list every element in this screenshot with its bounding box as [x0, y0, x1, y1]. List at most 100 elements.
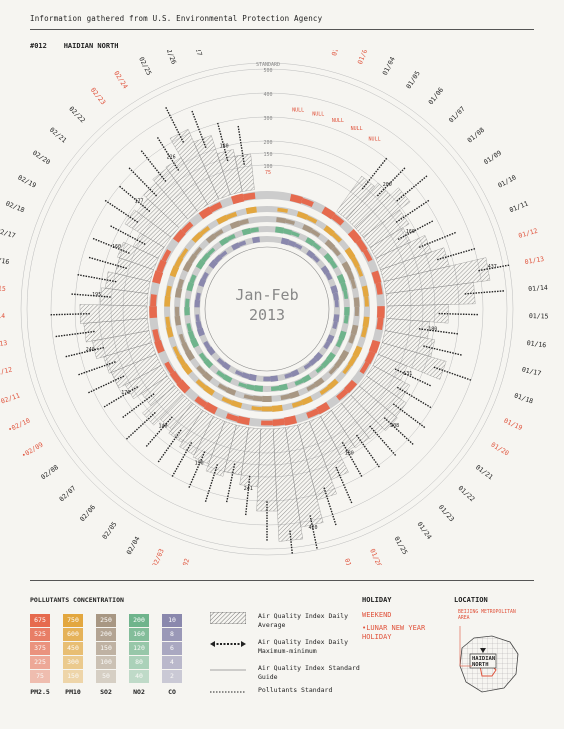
station-heading: #012 HAIDIAN NORTH [30, 42, 119, 50]
station-name: HAIDIAN NORTH [63, 42, 119, 50]
pollutant-ring-segment [335, 338, 344, 348]
aqi-maxmin-line [369, 425, 397, 457]
date-label: 02/17 [0, 227, 17, 240]
pollutant-ring-segment [364, 350, 376, 365]
aqi-maxmin-line [191, 110, 207, 149]
pollutant-ring-segment [275, 226, 285, 234]
aqi-guide-circle [26, 68, 508, 550]
aqi-maxmin-line [418, 328, 459, 335]
pollutant-ring-segment [313, 351, 324, 362]
aqi-bar [331, 402, 370, 449]
station-code: #012 [30, 42, 47, 50]
date-label: 01/20 [489, 441, 510, 458]
pollutant-ring-segment [195, 321, 203, 330]
pollutant-ring-segment [341, 261, 352, 273]
aqi-maxmin-line [204, 464, 219, 503]
aqi-maxmin-line [436, 247, 476, 261]
pollutant-ring-segment [290, 369, 300, 377]
date-label: 02/07 [58, 484, 78, 503]
swatch-level: 80 [129, 656, 149, 669]
pollutant-ring-segment [174, 256, 184, 268]
date-label: 01/27 [343, 557, 357, 565]
swatch-level: 300 [63, 656, 83, 669]
pollutant-ring-segment [174, 315, 182, 326]
pollutant-ring-segment [347, 354, 358, 367]
aqi-maxmin-line [361, 157, 388, 190]
aqi-value-label: 180 [345, 451, 354, 457]
date-label: 02/19 [16, 173, 37, 189]
pollutant-ring-segment [166, 326, 174, 338]
aqi-maxmin-line [70, 293, 111, 298]
pollutant-ring-segment [206, 247, 216, 256]
scale-label: 300 [263, 116, 272, 122]
bottom-rule [30, 580, 534, 581]
pollutant-ring-segment [332, 292, 339, 301]
pollutant-ring-segment [347, 228, 362, 244]
aqi-maxmin-line [376, 166, 406, 197]
pollutant-ring-segment [213, 254, 223, 264]
pollutant-ring-segment [199, 225, 211, 236]
aqi-bar [354, 187, 411, 238]
pollutant-ring-segment [301, 374, 312, 383]
pollutant-ring-segment [352, 345, 363, 358]
pollutant-ring-segment [237, 415, 251, 426]
key-text: Air Quality Index Daily Average [258, 612, 349, 629]
pollutant-ring-segment [326, 351, 336, 363]
aqi-value-label: 226 [167, 155, 176, 161]
aqi-bar [192, 416, 225, 465]
pollutant-ring-segment [327, 378, 339, 390]
swatch-level: 10 [162, 614, 182, 627]
pollutant-ring-segment [181, 363, 193, 376]
pollutant-ring-segment [251, 406, 262, 411]
date-label: 01/09 [482, 149, 503, 167]
pollutant-ring-segment [283, 415, 298, 426]
aqi-bar [377, 342, 447, 380]
pollutant-ring-segment [312, 242, 322, 251]
swatch-level: 150 [63, 670, 83, 683]
pollutant-ring-segment [294, 243, 303, 250]
swatch-column: 675 525 375 225 75 [30, 614, 50, 684]
date-label: 01/07 [447, 105, 466, 125]
aqi-maxmin-line [118, 185, 151, 213]
aqi-bar [256, 428, 278, 512]
aqi-maxmin-line [104, 199, 139, 223]
pollutant-ring-segment [301, 395, 313, 406]
pollutant-ring-segment [216, 357, 225, 366]
aqi-maxmin-line [392, 403, 426, 429]
pollutant-ring-segment [181, 342, 190, 353]
pollutant-ring-segment [238, 218, 249, 226]
pollutant-ring-segment [221, 396, 233, 405]
pollutant-ring-segment [323, 225, 335, 237]
date-label: 02/23 [89, 86, 107, 106]
null-label: NULL [369, 136, 381, 142]
aqi-maxmin-line [396, 174, 428, 202]
aqi-maxmin-line [323, 487, 337, 526]
aqi-maxmin-line [49, 313, 90, 316]
pollutant-ring-segment [342, 363, 352, 375]
pollutant-ring-segment [165, 285, 172, 297]
aqi-value-label: 195 [92, 292, 101, 298]
aqi-maxmin-line [76, 273, 117, 283]
null-label: NULL [351, 126, 363, 132]
center-title-month: Jan-Feb [235, 286, 298, 304]
aqi-value-label: 240 [86, 347, 95, 353]
aqi-maxmin-line [289, 530, 293, 554]
map-label: BEIJING METROPOLITAN AREA [458, 610, 516, 621]
pollutant-ring-segment [186, 323, 192, 332]
aqi-value-label: 140 [158, 423, 167, 429]
pollutant-ring-segment [334, 299, 339, 308]
pollutant-ring-segment [325, 271, 333, 281]
pollutant-ring-segment [361, 285, 369, 297]
pollutant-ring-segment [203, 340, 211, 350]
pollutant-ring-segment [172, 229, 186, 243]
aqi-maxmin-line [109, 224, 146, 245]
pollutant-ring-segment [198, 278, 207, 288]
key-text: Air Quality Index Standard Guide [258, 664, 360, 681]
pollutant-ring-segment [203, 402, 218, 415]
scale-label: 75 [265, 170, 271, 176]
pollutant-ring-segment [270, 375, 279, 382]
pollutant-ring-segment [195, 314, 200, 322]
pollutant-ring-segment [169, 370, 182, 385]
aqi-maxmin-line [216, 122, 229, 162]
null-label: NULL [292, 107, 304, 113]
